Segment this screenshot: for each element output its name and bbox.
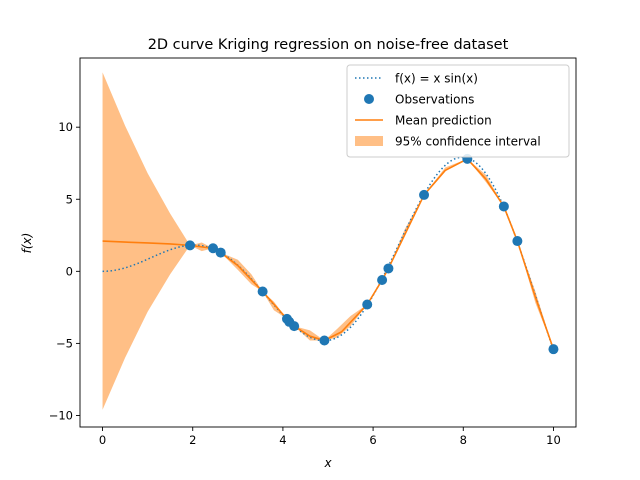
observation-point <box>319 335 330 346</box>
observation-point <box>185 240 196 251</box>
legend-marker-swatch <box>364 94 374 104</box>
legend-patch-swatch <box>355 136 383 146</box>
observation-point <box>208 243 219 254</box>
observation-point <box>419 189 430 200</box>
x-tick-label: 10 <box>546 433 561 447</box>
observation-point <box>289 321 300 332</box>
observation-point <box>512 236 523 247</box>
legend-label-interval: 95% confidence interval <box>395 135 541 149</box>
x-tick-label: 8 <box>460 433 467 447</box>
observation-point <box>383 263 394 274</box>
plot-area <box>102 72 559 410</box>
x-axis-label: x <box>323 456 332 470</box>
observation-point <box>498 201 509 212</box>
chart-title: 2D curve Kriging regression on noise-fre… <box>148 37 509 53</box>
legend-label-observations: Observations <box>395 93 474 107</box>
observation-point <box>548 344 559 355</box>
observation-point <box>362 299 373 310</box>
x-tick-label: 4 <box>279 433 286 447</box>
y-tick-label: 5 <box>66 192 73 206</box>
legend-label-mean: Mean prediction <box>395 114 492 128</box>
y-tick-label: 10 <box>58 120 73 134</box>
y-axis-label: f(x) <box>20 233 34 254</box>
observation-point <box>257 286 268 297</box>
legend: f(x) = x sin(x) Observations Mean predicti… <box>346 64 570 158</box>
x-tick-label: 2 <box>189 433 196 447</box>
x-tick-label: 0 <box>99 433 106 447</box>
observation-point <box>377 274 388 285</box>
y-tick-label: −10 <box>49 408 73 422</box>
axes: 0 2 4 6 8 10 −10 −5 0 5 10 <box>49 57 577 447</box>
axes-frame <box>79 57 577 428</box>
legend-box <box>346 64 570 158</box>
observation-point <box>215 247 226 258</box>
y-tick-label: −5 <box>56 336 73 350</box>
y-tick-label: 0 <box>66 264 73 278</box>
legend-label-true-function: f(x) = x sin(x) <box>395 72 478 86</box>
x-tick-label: 6 <box>369 433 376 447</box>
